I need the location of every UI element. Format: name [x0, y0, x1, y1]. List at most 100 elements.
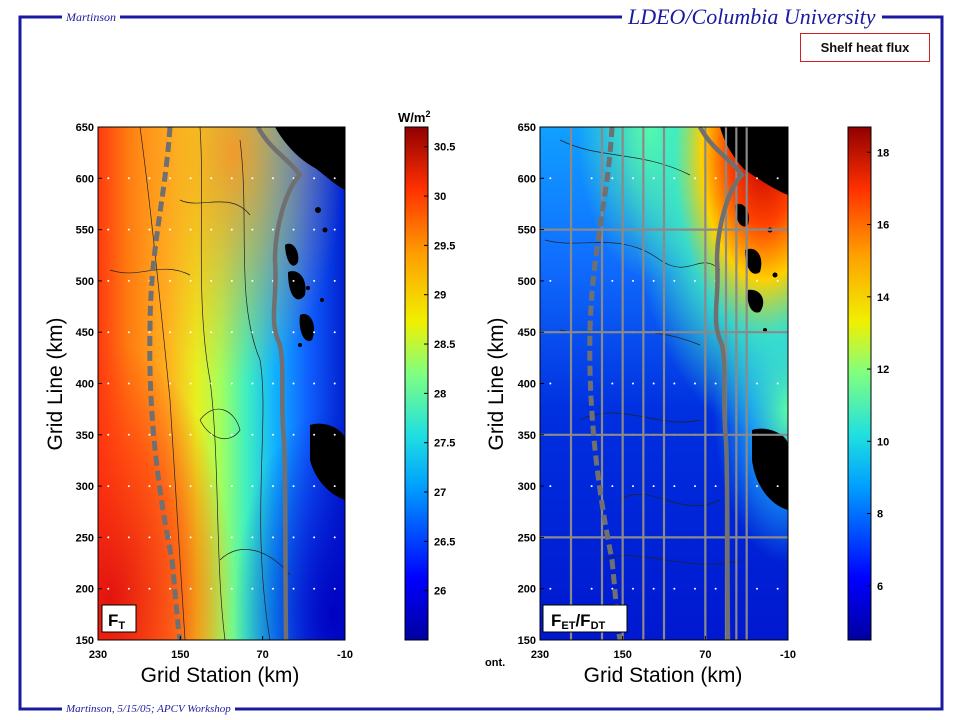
station-dot [127, 536, 130, 539]
slide-title: Shelf heat flux [820, 40, 910, 55]
station-dot [694, 587, 696, 590]
slide-title-box: Shelf heat flux [800, 33, 930, 62]
station-dot [210, 485, 213, 488]
x-tick-label: 230 [531, 649, 549, 661]
y-tick-label: 150 [76, 635, 94, 647]
y-tick-label: 200 [518, 584, 536, 596]
left-heatmap-panel: FT 650 600 550 500 450 400 350 300 250 200 150 230 1… [44, 122, 353, 687]
station-dot [107, 279, 110, 282]
y-tick-label: 300 [76, 481, 94, 493]
station-dot [694, 177, 696, 180]
station-dot [632, 485, 634, 488]
station-dot [189, 485, 192, 488]
station-dot [652, 177, 655, 180]
right-solid-isobath [698, 127, 745, 640]
x-tick-label: 70 [257, 649, 269, 661]
station-dot [230, 485, 233, 488]
station-dot [230, 587, 233, 590]
right-dashed-isobath [587, 127, 623, 640]
station-dot [169, 228, 172, 231]
right-colorbar: 18 16 14 12 10 8 6 [847, 126, 890, 641]
station-dot [189, 536, 192, 539]
station-dot [549, 279, 552, 282]
station-dot [292, 587, 295, 590]
station-dot [107, 433, 110, 436]
station-dot [590, 587, 593, 590]
station-dot [127, 587, 130, 590]
station-dot [107, 177, 110, 180]
x-tick-label: 150 [171, 649, 189, 661]
station-dot [694, 382, 696, 385]
y-tick-label: 450 [518, 327, 536, 339]
station-dot [107, 382, 110, 385]
station-dot [292, 382, 295, 385]
station-dot [313, 382, 316, 385]
station-dot [148, 536, 151, 539]
colorbar-tick-label: 29.5 [434, 240, 455, 252]
station-dot [611, 382, 614, 385]
station-dot [148, 331, 151, 334]
station-dot [271, 433, 274, 436]
right-axis-ticks: 650 600 550 500 450 400 350 300 250 200 150 230 150 7… [518, 122, 796, 661]
y-tick-label: 550 [76, 225, 94, 237]
station-dot [251, 433, 254, 436]
station-dot [210, 177, 213, 180]
left-xlabel: Grid Station (km) [141, 664, 300, 687]
station-dot [714, 485, 717, 488]
station-dot [251, 536, 254, 539]
station-dot [148, 177, 151, 180]
left-panel-label: FT [108, 611, 125, 632]
station-dot [333, 228, 336, 231]
station-dot [251, 587, 254, 590]
station-dot [313, 331, 316, 334]
y-tick-label: 350 [76, 430, 94, 442]
station-dot [251, 177, 254, 180]
station-dot [313, 536, 316, 539]
y-tick-label: 550 [518, 225, 536, 237]
station-dot [169, 587, 172, 590]
station-dot [271, 177, 274, 180]
station-dot [776, 177, 779, 180]
y-tick-label: 500 [76, 276, 94, 288]
station-dot [189, 177, 192, 180]
y-tick-label: 300 [518, 481, 536, 493]
station-dot [169, 279, 172, 282]
header-author: Martinson [62, 10, 121, 25]
station-dot [673, 177, 676, 180]
y-tick-label: 400 [76, 379, 94, 391]
station-dot [189, 382, 192, 385]
left-dashed-isobath [147, 127, 183, 640]
station-dot [251, 228, 254, 231]
colorbar-tick-label: 27.5 [434, 438, 455, 450]
left-ylabel: Grid Line (km) [44, 317, 67, 450]
station-dot [189, 331, 192, 334]
colorbar-tick-label: 12 [877, 364, 889, 376]
left-colorbar: 30.5 30 29.5 29 28.5 28 27.5 27 26.5 26 W/m2 [398, 109, 455, 641]
left-colorbar-units: W/m2 [398, 109, 430, 125]
left-solid-isobath [256, 127, 303, 640]
station-dot [652, 485, 655, 488]
y-tick-label: 650 [76, 122, 94, 134]
station-dot [673, 485, 676, 488]
station-dot [230, 228, 233, 231]
station-dot [230, 177, 233, 180]
station-dot [333, 485, 336, 488]
station-dot [652, 382, 655, 385]
y-tick-label: 250 [518, 532, 536, 544]
station-dot [210, 536, 213, 539]
station-dot [313, 433, 316, 436]
y-tick-label: 150 [518, 635, 536, 647]
station-dot [210, 331, 213, 334]
station-dot [714, 177, 717, 180]
station-dot [549, 587, 552, 590]
station-dot [230, 536, 233, 539]
station-dot [230, 331, 233, 334]
station-dot [210, 587, 213, 590]
colorbar-tick-label: 14 [877, 292, 890, 304]
station-dot [776, 587, 779, 590]
station-dot [611, 587, 614, 590]
station-dot [189, 433, 192, 436]
station-dot [673, 382, 676, 385]
colorbar-tick-label: 16 [877, 220, 889, 232]
